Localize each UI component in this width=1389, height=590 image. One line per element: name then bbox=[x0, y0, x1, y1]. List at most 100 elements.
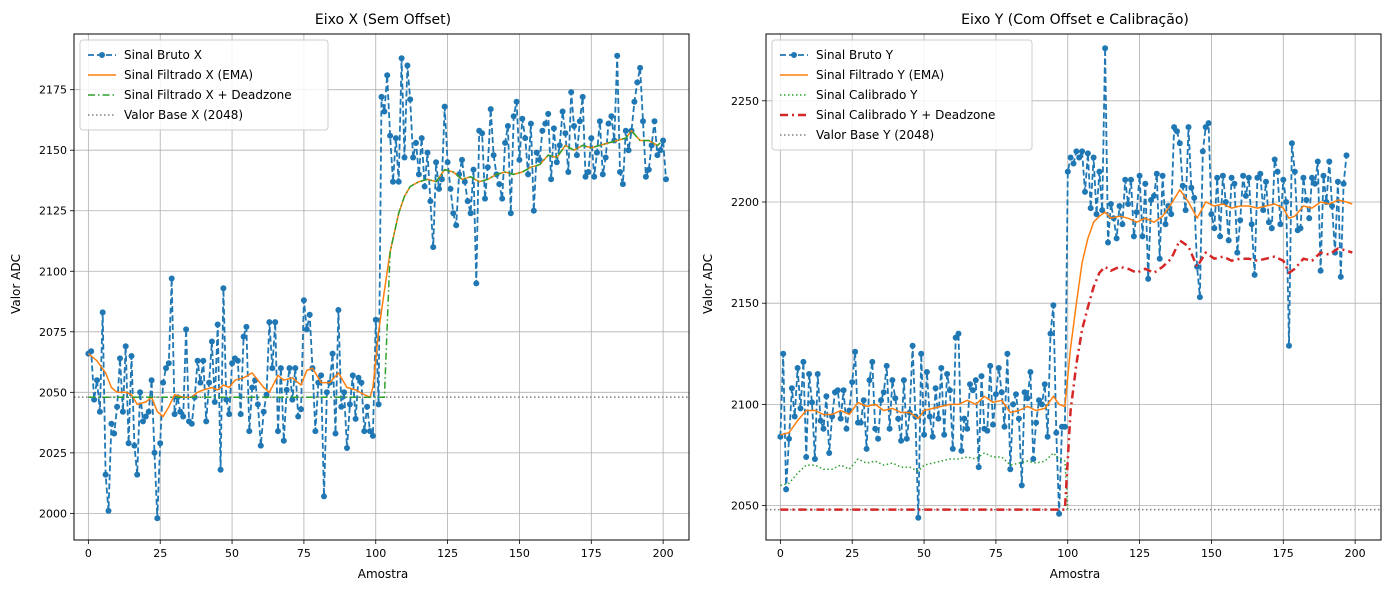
data-point bbox=[211, 399, 218, 405]
data-point bbox=[499, 195, 506, 202]
data-point bbox=[642, 173, 649, 180]
data-point bbox=[1277, 221, 1284, 228]
x-tick-label: 150 bbox=[1201, 547, 1222, 560]
data-point bbox=[208, 338, 215, 345]
data-point bbox=[1038, 401, 1045, 408]
data-point bbox=[277, 365, 284, 372]
plot-area-y: 0 25 50 75 100 125 150 175 200 2050 2100 2150 2200 22… bbox=[731, 33, 1382, 560]
x-tick-label: 25 bbox=[153, 547, 167, 560]
data-point bbox=[220, 285, 227, 292]
data-point bbox=[1119, 221, 1126, 228]
chart-title-y: Eixo Y (Com Offset e Calibração) bbox=[961, 12, 1189, 28]
y-tick-label: 2125 bbox=[39, 205, 67, 218]
data-point bbox=[203, 418, 210, 425]
data-point bbox=[286, 365, 293, 372]
legend-label: Sinal Filtrado Y (EMA) bbox=[816, 68, 944, 82]
data-point bbox=[1013, 391, 1019, 398]
x-tick-label: 100 bbox=[365, 547, 386, 560]
data-point bbox=[599, 171, 606, 178]
legend-label: Sinal Bruto Y bbox=[816, 48, 894, 62]
data-point bbox=[459, 156, 465, 163]
data-point bbox=[803, 454, 810, 460]
data-point bbox=[1311, 180, 1318, 187]
data-point bbox=[637, 64, 644, 71]
data-point bbox=[502, 139, 509, 146]
data-point bbox=[923, 369, 930, 375]
data-point bbox=[929, 433, 936, 440]
data-point bbox=[823, 393, 830, 400]
data-point bbox=[900, 377, 907, 384]
data-point bbox=[266, 319, 273, 326]
data-point bbox=[395, 178, 402, 185]
data-point bbox=[857, 419, 864, 426]
data-point bbox=[1139, 233, 1146, 240]
data-point bbox=[938, 365, 945, 371]
x-tick-label: 150 bbox=[509, 547, 530, 560]
data-point bbox=[1326, 158, 1333, 165]
data-point bbox=[88, 348, 95, 355]
x-tick-label: 25 bbox=[845, 547, 859, 560]
data-point bbox=[1300, 174, 1307, 181]
data-point bbox=[935, 415, 942, 422]
data-point bbox=[1142, 180, 1149, 187]
data-point bbox=[969, 387, 976, 394]
data-point bbox=[165, 360, 172, 367]
data-point bbox=[303, 326, 310, 333]
data-point bbox=[332, 430, 339, 437]
data-point bbox=[1205, 120, 1212, 127]
data-point bbox=[223, 396, 230, 403]
data-point bbox=[243, 323, 250, 330]
data-point bbox=[852, 348, 859, 355]
data-point bbox=[473, 280, 480, 287]
y-tick-label: 2000 bbox=[39, 507, 67, 520]
data-point bbox=[1073, 148, 1080, 155]
data-point bbox=[536, 156, 543, 163]
data-point bbox=[1288, 140, 1295, 147]
series-line-3 bbox=[88, 130, 661, 398]
x-tick-label: 125 bbox=[1129, 547, 1150, 560]
data-point bbox=[131, 442, 138, 449]
data-point bbox=[1286, 342, 1292, 349]
data-point bbox=[1334, 178, 1341, 185]
plot-area-x: 0 25 50 75 100 125 150 175 200 2000 2025 2050 2075 21… bbox=[39, 33, 690, 560]
data-point bbox=[585, 169, 592, 175]
data-point bbox=[283, 386, 290, 393]
data-point bbox=[378, 93, 385, 100]
x-tick-label: 100 bbox=[1057, 547, 1078, 560]
data-point bbox=[430, 244, 437, 251]
data-point bbox=[1151, 192, 1157, 199]
data-point bbox=[108, 420, 115, 427]
data-point bbox=[786, 435, 792, 442]
data-point bbox=[122, 343, 129, 350]
data-point bbox=[1179, 182, 1186, 189]
data-point bbox=[984, 427, 991, 434]
data-point bbox=[375, 401, 382, 408]
data-point bbox=[651, 118, 658, 125]
data-point bbox=[137, 389, 144, 396]
data-point bbox=[352, 415, 359, 422]
data-point bbox=[837, 415, 844, 422]
y-tick-label: 2100 bbox=[731, 398, 759, 411]
data-point bbox=[918, 350, 925, 357]
data-point bbox=[809, 399, 815, 406]
data-point bbox=[275, 428, 281, 435]
data-point bbox=[1303, 197, 1310, 203]
data-point bbox=[263, 391, 270, 398]
data-point bbox=[484, 164, 491, 171]
data-point bbox=[464, 198, 471, 205]
data-point bbox=[295, 413, 302, 420]
data-point bbox=[321, 493, 327, 500]
legend-label: Sinal Filtrado X + Deadzone bbox=[124, 88, 292, 102]
legend-label: Sinal Calibrado Y bbox=[816, 88, 918, 102]
x-tick-label: 0 bbox=[85, 547, 92, 560]
legend-marker bbox=[791, 52, 797, 58]
data-point bbox=[1248, 221, 1255, 228]
data-point bbox=[1125, 201, 1132, 207]
data-point bbox=[1076, 154, 1083, 161]
data-point bbox=[510, 113, 517, 120]
data-point bbox=[1176, 140, 1183, 147]
data-point bbox=[1153, 170, 1160, 177]
data-point bbox=[1199, 148, 1206, 155]
data-point bbox=[292, 365, 299, 372]
data-point bbox=[961, 415, 968, 422]
